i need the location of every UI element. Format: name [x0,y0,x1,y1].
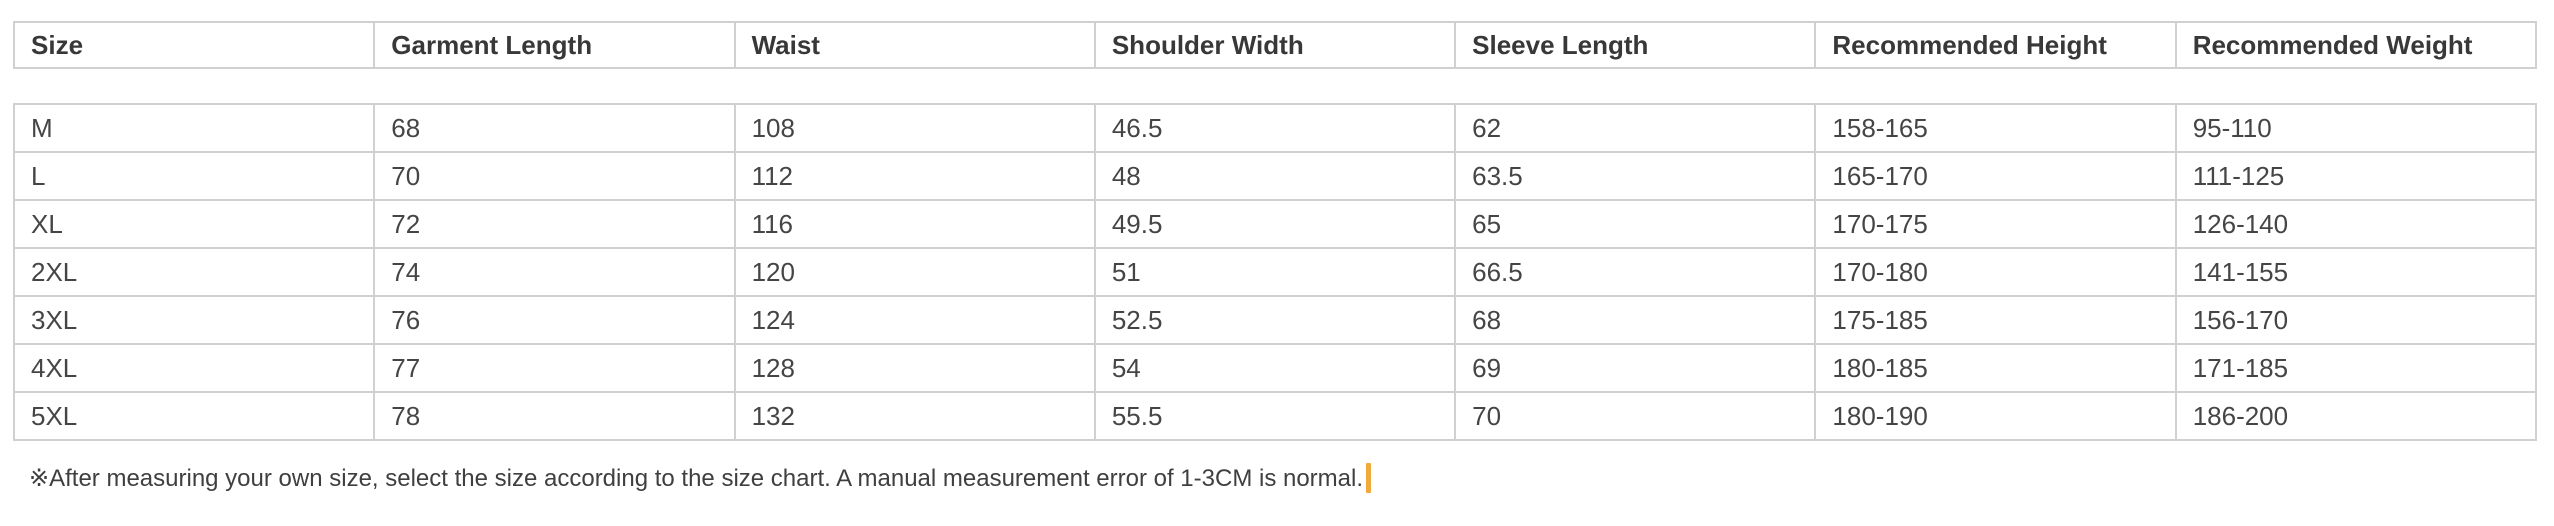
column-header-shoulder-width: Shoulder Width [1093,21,1457,69]
size-chart-body: M 68 108 46.5 62 158-165 95-110 L 70 112 48 63.5 165… [12,103,2538,441]
measurement-note[interactable]: ※After measuring your own size, select t… [29,463,2537,495]
table-cell-sleeve-length: 69 [1454,343,1817,393]
table-cell-recommended-weight: 141-155 [2174,247,2538,297]
column-header-recommended-weight: Recommended Weight [2174,21,2538,69]
table-row: M 68 108 46.5 62 158-165 95-110 [12,103,2538,153]
table-row: 5XL 78 132 55.5 70 180-190 186-200 [12,391,2538,441]
table-cell-waist: 128 [733,343,1096,393]
table-cell-recommended-weight: 95-110 [2174,103,2538,153]
table-cell-recommended-weight: 171-185 [2174,343,2538,393]
column-header-sleeve-length: Sleeve Length [1454,21,1817,69]
table-cell-recommended-weight: 186-200 [2174,391,2538,441]
table-cell-recommended-height: 165-170 [1814,151,2177,201]
table-cell-waist: 120 [733,247,1096,297]
column-header-size: Size [12,21,376,69]
table-cell-shoulder-width: 49.5 [1093,199,1457,249]
table-cell-shoulder-width: 51 [1093,247,1457,297]
table-cell-recommended-height: 175-185 [1814,295,2177,345]
table-cell-size: 3XL [12,295,376,345]
table-cell-size: 4XL [12,343,376,393]
table-cell-recommended-weight: 111-125 [2174,151,2538,201]
table-cell-sleeve-length: 70 [1454,391,1817,441]
table-cell-size: 5XL [12,391,376,441]
table-cell-shoulder-width: 54 [1093,343,1457,393]
column-header-waist: Waist [733,21,1096,69]
table-cell-sleeve-length: 62 [1454,103,1817,153]
table-cell-size: L [12,151,376,201]
column-header-recommended-height: Recommended Height [1814,21,2177,69]
table-cell-waist: 112 [733,151,1096,201]
table-cell-recommended-weight: 126-140 [2174,199,2538,249]
table-cell-recommended-weight: 156-170 [2174,295,2538,345]
table-cell-shoulder-width: 52.5 [1093,295,1457,345]
table-cell-shoulder-width: 48 [1093,151,1457,201]
table-cell-size: 2XL [12,247,376,297]
table-cell-garment-length: 70 [373,151,736,201]
table-cell-garment-length: 77 [373,343,736,393]
table-cell-garment-length: 78 [373,391,736,441]
column-header-garment-length: Garment Length [373,21,736,69]
header-row: Size Garment Length Waist Shoulder Width… [12,21,2538,69]
size-chart-body-table: M 68 108 46.5 62 158-165 95-110 L 70 112 48 63.5 165… [12,103,2538,441]
table-cell-waist: 116 [733,199,1096,249]
size-chart-header-table: Size Garment Length Waist Shoulder Width… [12,21,2538,69]
table-row: 2XL 74 120 51 66.5 170-180 141-155 [12,247,2538,297]
table-cell-sleeve-length: 63.5 [1454,151,1817,201]
table-row: L 70 112 48 63.5 165-170 111-125 [12,151,2538,201]
table-cell-recommended-height: 180-190 [1814,391,2177,441]
table-row: XL 72 116 49.5 65 170-175 126-140 [12,199,2538,249]
table-cell-sleeve-length: 66.5 [1454,247,1817,297]
table-cell-recommended-height: 170-180 [1814,247,2177,297]
table-cell-garment-length: 74 [373,247,736,297]
table-cell-garment-length: 76 [373,295,736,345]
table-cell-waist: 124 [733,295,1096,345]
size-chart-page: Size Garment Length Waist Shoulder Width… [12,21,2538,495]
table-cell-shoulder-width: 46.5 [1093,103,1457,153]
table-row: 4XL 77 128 54 69 180-185 171-185 [12,343,2538,393]
text-cursor-caret [1366,463,1372,493]
table-cell-recommended-height: 170-175 [1814,199,2177,249]
table-cell-garment-length: 68 [373,103,736,153]
table-cell-garment-length: 72 [373,199,736,249]
table-cell-recommended-height: 180-185 [1814,343,2177,393]
table-cell-size: M [12,103,376,153]
table-cell-sleeve-length: 68 [1454,295,1817,345]
table-cell-size: XL [12,199,376,249]
table-cell-waist: 132 [733,391,1096,441]
table-cell-sleeve-length: 65 [1454,199,1817,249]
table-cell-waist: 108 [733,103,1096,153]
table-row: 3XL 76 124 52.5 68 175-185 156-170 [12,295,2538,345]
table-cell-recommended-height: 158-165 [1814,103,2177,153]
table-cell-shoulder-width: 55.5 [1093,391,1457,441]
measurement-note-text: ※After measuring your own size, select t… [29,465,1364,492]
